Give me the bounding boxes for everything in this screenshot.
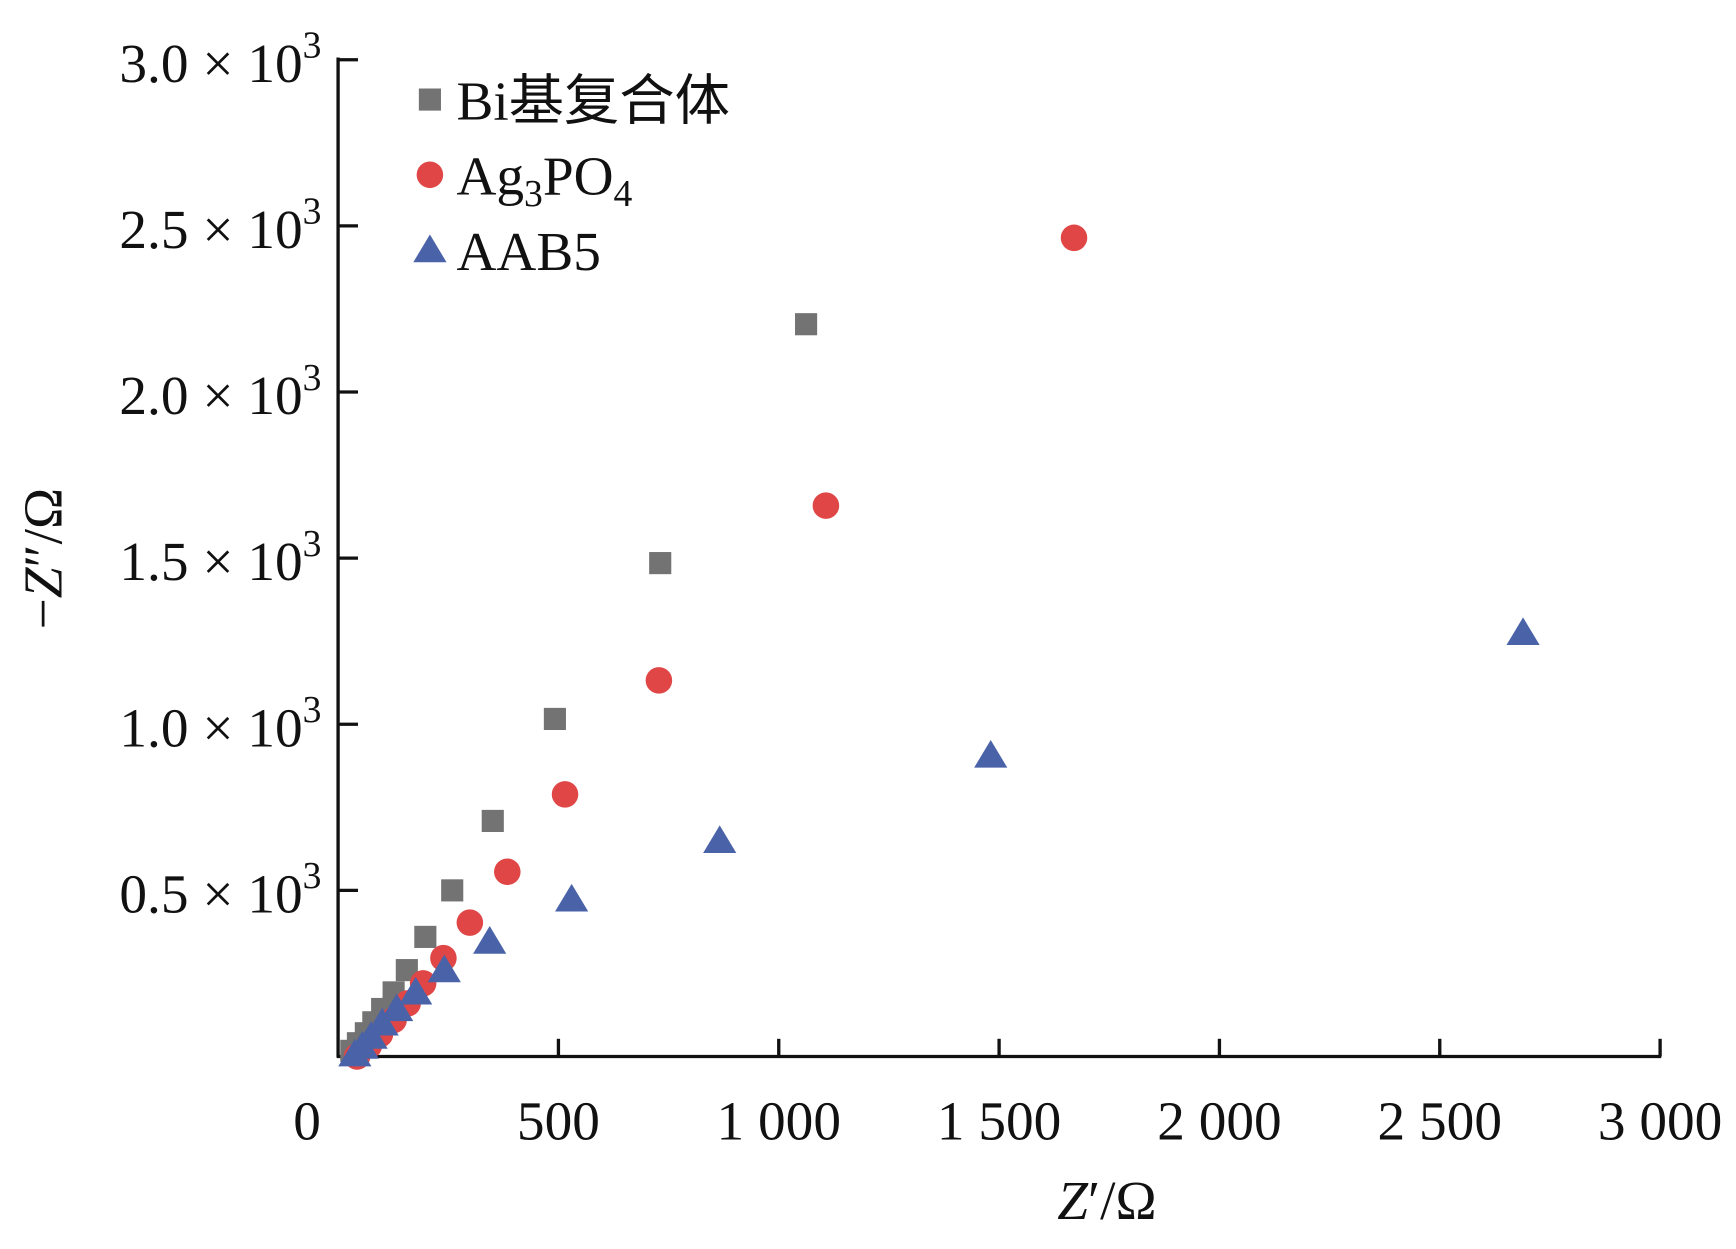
data-point-triangle xyxy=(427,954,461,983)
data-point-triangle xyxy=(555,883,589,912)
x-axis-title: Z′/Ω xyxy=(1057,1170,1156,1231)
legend-marker-circle xyxy=(416,161,444,189)
x-tick-label: 1 000 xyxy=(717,1090,841,1151)
series-circle xyxy=(343,224,1088,1070)
data-point-square xyxy=(395,959,418,982)
data-point-square xyxy=(441,879,464,902)
data-point-triangle xyxy=(399,976,433,1005)
data-point-square xyxy=(795,313,818,336)
data-point-square xyxy=(649,552,672,575)
x-tick-label: 1 500 xyxy=(937,1090,1061,1151)
legend-label: AAB5 xyxy=(456,221,600,282)
x-tick-label: 500 xyxy=(517,1090,600,1151)
data-point-square xyxy=(414,925,437,948)
data-point-triangle xyxy=(974,739,1008,768)
data-point-triangle xyxy=(1506,617,1540,646)
data-point-circle xyxy=(494,858,521,886)
data-point-triangle xyxy=(365,1007,399,1036)
data-point-circle xyxy=(812,492,840,519)
data-point-triangle xyxy=(473,926,507,954)
x-tick-label: 2 000 xyxy=(1157,1090,1281,1151)
y-tick-label: 3.0 × 103 xyxy=(119,25,321,94)
y-tick-label: 2.5 × 103 xyxy=(119,191,321,260)
y-axis-title: −Z″/Ω xyxy=(13,488,74,629)
data-point-circle xyxy=(456,909,484,936)
x-tick-label: 2 500 xyxy=(1378,1090,1502,1151)
legend-label: Ag3PO4 xyxy=(456,146,632,215)
data-point-triangle xyxy=(703,825,737,854)
data-point-square xyxy=(481,809,504,832)
series-triangle xyxy=(338,617,1540,1067)
x-tick-label: 3 000 xyxy=(1598,1090,1722,1151)
legend-marker-triangle xyxy=(413,234,447,263)
legend-marker-square xyxy=(418,88,441,111)
y-tick-label: 0.5 × 103 xyxy=(119,855,321,924)
y-tick-label: 1.0 × 103 xyxy=(119,689,321,758)
data-point-circle xyxy=(551,781,579,808)
legend-label: Bi基复合体 xyxy=(456,70,729,131)
data-point-triangle xyxy=(380,993,414,1022)
series-square xyxy=(340,313,818,1062)
data-point-circle xyxy=(645,667,673,694)
x-tick-label: 0 xyxy=(293,1090,321,1151)
y-tick-label: 2.0 × 103 xyxy=(119,357,321,426)
y-tick-label: 1.5 × 103 xyxy=(119,523,321,592)
data-point-circle xyxy=(1060,224,1088,252)
data-point-square xyxy=(543,707,566,730)
